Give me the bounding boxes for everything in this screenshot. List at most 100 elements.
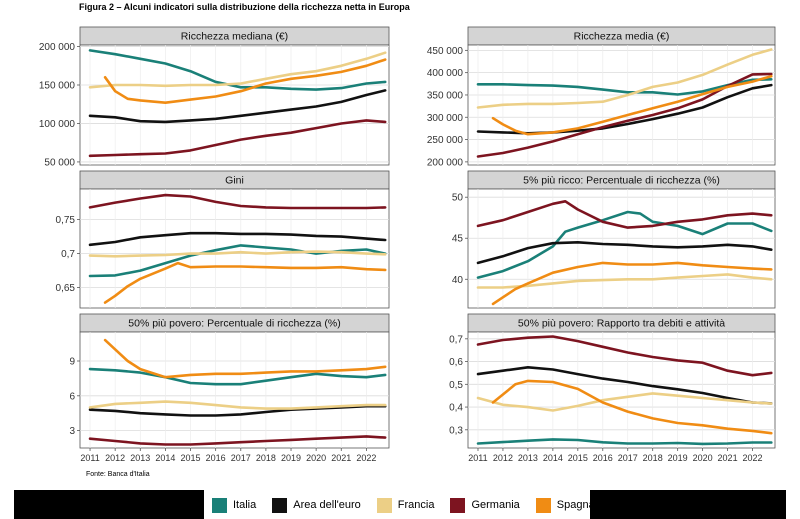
series-line <box>491 261 773 306</box>
plot-area <box>467 331 776 449</box>
series-line <box>103 261 387 304</box>
series-line <box>88 89 387 124</box>
legend-label: Spagna <box>556 499 595 511</box>
y-tick-label: 50 000 <box>44 157 75 168</box>
y-tick-label: 200 000 <box>39 42 76 53</box>
series-line <box>491 379 773 435</box>
series-line <box>88 231 387 247</box>
y-tick-label: 0,4 <box>449 403 463 414</box>
panel-title: Gini <box>225 175 244 187</box>
legend-item: Italia <box>212 497 256 513</box>
x-tick-label: 2021 <box>331 453 351 463</box>
y-tick-label: 50 <box>452 193 464 204</box>
y-tick-label: 100 000 <box>39 119 76 130</box>
y-tick-label: 45 <box>452 234 464 245</box>
series-line <box>88 400 387 410</box>
y-tick-label: 450 000 <box>427 46 464 57</box>
legend-label: Francia <box>397 499 435 511</box>
series-line <box>476 392 773 412</box>
x-tick-label: 2018 <box>256 453 276 463</box>
x-tick-label: 2011 <box>468 453 487 463</box>
y-tick-label: 300 000 <box>427 113 464 124</box>
panel-title: 5% più ricco: Percentuale di ricchezza (… <box>523 175 720 187</box>
x-tick-label: 2013 <box>130 453 150 463</box>
x-tick-label: 2019 <box>281 453 301 463</box>
chart-panel-3: Gini 0,65 0,7 0,75 <box>56 170 390 309</box>
series-line <box>88 250 387 258</box>
y-tick-label: 0,7 <box>449 334 463 345</box>
chart-panel-1: Ricchezza mediana (€) 50 000 100 000 150 00… <box>39 26 390 168</box>
panel-title: Ricchezza mediana (€) <box>181 31 288 43</box>
y-tick-label: 0,7 <box>61 249 75 260</box>
x-tick-label: 2022 <box>743 453 763 463</box>
series-line <box>476 438 773 446</box>
x-tick-label: 2011 <box>80 453 99 463</box>
legend-item: Area dell'euro <box>272 497 361 513</box>
y-tick-label: 0,75 <box>56 215 76 226</box>
series-line <box>476 210 773 279</box>
series-line <box>88 49 387 91</box>
series-line <box>476 48 773 109</box>
x-tick-label: 2016 <box>593 453 613 463</box>
series-line <box>88 119 387 158</box>
legend-swatch <box>535 497 551 513</box>
chart-panel-6: 50% più povero: Rapporto tra debiti e at… <box>449 313 776 463</box>
x-tick-label: 2015 <box>181 453 201 463</box>
y-tick-label: 250 000 <box>427 135 464 146</box>
y-tick-label: 200 000 <box>427 157 464 168</box>
series-line <box>103 338 387 379</box>
x-tick-label: 2012 <box>493 453 513 463</box>
legend-item: Spagna <box>535 497 595 513</box>
y-tick-label: 40 <box>452 275 464 286</box>
legend-item: Francia <box>376 497 435 513</box>
y-tick-label: 0,65 <box>56 283 76 294</box>
legend-left-block <box>14 490 204 519</box>
series-line <box>476 365 773 405</box>
series-line <box>88 435 387 446</box>
legend-item: Germania <box>450 497 520 513</box>
series-line <box>88 51 387 89</box>
x-tick-label: 2022 <box>356 453 376 463</box>
panel-title: 50% più povero: Percentuale di ricchezza… <box>128 318 340 330</box>
series-line <box>476 335 773 377</box>
x-tick-label: 2013 <box>518 453 538 463</box>
legend-label: Area dell'euro <box>293 499 361 511</box>
panel-title: 50% più povero: Rapporto tra debiti e at… <box>518 318 725 330</box>
plot-area <box>79 44 390 166</box>
series-line <box>476 200 773 229</box>
chart-panel-5: 50% più povero: Percentuale di ricchezza… <box>69 313 390 463</box>
x-tick-label: 2014 <box>155 453 175 463</box>
x-tick-label: 2020 <box>306 453 326 463</box>
figure-title: Figura 2 – Alcuni indicatori sulla distr… <box>79 2 410 12</box>
x-tick-label: 2019 <box>668 453 688 463</box>
x-tick-label: 2018 <box>643 453 663 463</box>
legend-right-block <box>590 490 786 519</box>
x-tick-label: 2020 <box>693 453 713 463</box>
series-line <box>476 273 773 289</box>
y-tick-label: 0,3 <box>449 425 463 436</box>
legend-swatch <box>272 497 288 513</box>
y-tick-label: 6 <box>69 391 75 402</box>
legend-swatch <box>376 497 392 513</box>
series-line <box>88 193 387 210</box>
panel-title: Ricchezza media (€) <box>574 31 670 43</box>
series-line <box>491 74 773 136</box>
legend-swatch <box>212 497 227 513</box>
x-tick-label: 2021 <box>718 453 738 463</box>
chart-panel-4: 5% più ricco: Percentuale di ricchezza (… <box>452 170 776 309</box>
chart-panel-2: Ricchezza media (€) 200 000 250 000 300 000… <box>427 26 776 168</box>
y-tick-label: 150 000 <box>39 81 76 92</box>
y-tick-label: 0,5 <box>449 380 463 391</box>
x-tick-label: 2017 <box>231 453 251 463</box>
legend-bar: Italia Area dell'euro Francia Germania Spagn… <box>0 490 800 519</box>
series-line <box>103 58 387 104</box>
legend-swatch <box>450 497 466 513</box>
x-tick-label: 2012 <box>105 453 125 463</box>
legend: Italia Area dell'euro Francia Germania Spagn… <box>212 495 611 515</box>
y-tick-label: 9 <box>69 357 75 368</box>
figure-source: Fonte: Banca d'Italia <box>86 471 150 478</box>
x-tick-label: 2014 <box>543 453 563 463</box>
series-line <box>476 241 773 265</box>
x-tick-label: 2016 <box>206 453 226 463</box>
x-tick-label: 2015 <box>568 453 588 463</box>
